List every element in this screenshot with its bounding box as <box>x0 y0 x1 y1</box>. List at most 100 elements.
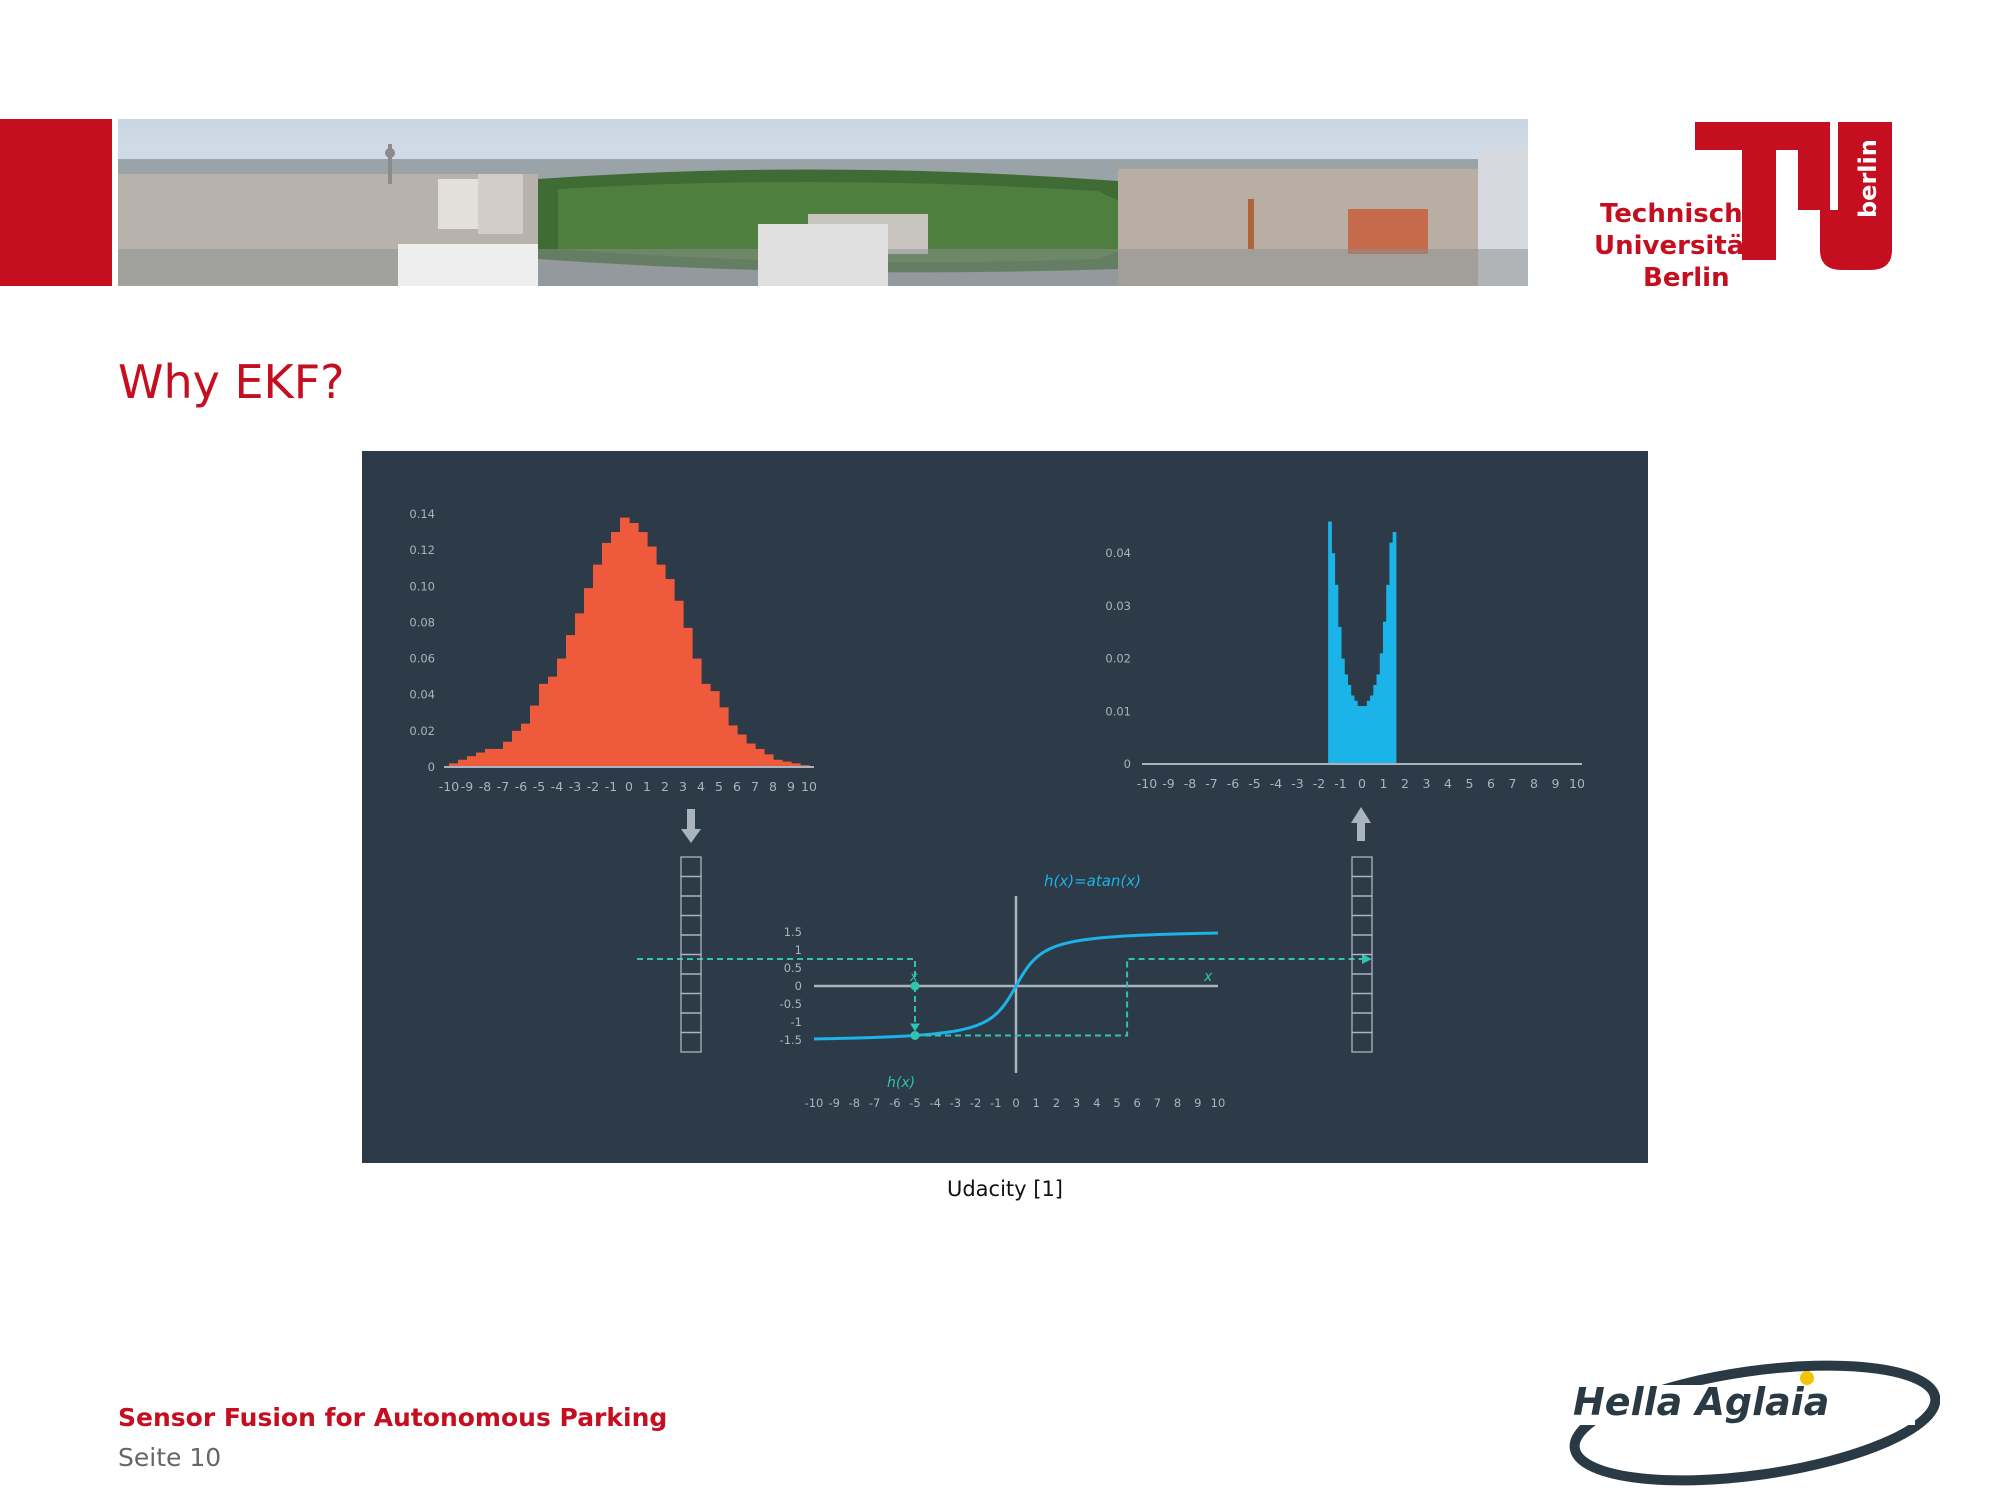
footer-title: Sensor Fusion for Autonomous Parking <box>118 1403 668 1432</box>
output-histogram-bar <box>1376 674 1381 764</box>
function-x-tick: -2 <box>970 1096 981 1110</box>
function-x-tick: 8 <box>1174 1096 1181 1110</box>
output-histogram-bar <box>1341 658 1345 764</box>
output-histogram-x-tick: 9 <box>1552 776 1560 791</box>
input-histogram-x-tick: -9 <box>461 779 474 794</box>
input-histogram-y-tick: 0.14 <box>409 507 435 521</box>
input-histogram-x-tick: 5 <box>715 779 723 794</box>
input-histogram-bar <box>611 532 621 767</box>
input-histogram-bar <box>458 759 468 767</box>
input-histogram-bar <box>629 523 639 767</box>
output-histogram-bar <box>1353 700 1358 764</box>
output-histogram-x-tick: 5 <box>1466 776 1474 791</box>
input-histogram-x-tick: 9 <box>787 779 795 794</box>
input-histogram-bar <box>683 627 693 767</box>
hella-aglaia-logo: Hella Aglaia <box>1555 1345 1941 1490</box>
output-histogram-bar <box>1379 653 1384 764</box>
input-histogram-x-tick: -7 <box>497 779 509 794</box>
function-x-tick: -3 <box>950 1096 961 1110</box>
input-histogram-y-tick: 0.02 <box>409 724 435 738</box>
input-histogram-bar <box>485 748 495 767</box>
input-histogram-y-tick: 0 <box>428 760 435 774</box>
function-x-tick: -1 <box>990 1096 1001 1110</box>
input-histogram-bar <box>512 730 522 767</box>
output-histogram-x-tick: 8 <box>1530 776 1538 791</box>
output-vector-cell <box>1351 973 1373 995</box>
input-histogram-x-tick: 1 <box>643 779 651 794</box>
output-histogram-bar <box>1344 674 1348 764</box>
input-histogram-bar <box>692 658 702 767</box>
input-vector-cell <box>680 875 702 897</box>
hella-logo-text: Hella Aglaia <box>1573 1380 1829 1424</box>
input-histogram-y-tick: 0.06 <box>409 652 435 666</box>
output-histogram-bar <box>1347 684 1352 764</box>
function-x-tick: 3 <box>1073 1096 1080 1110</box>
input-histogram-bar <box>476 752 486 767</box>
output-histogram-x-tick: 6 <box>1487 776 1495 791</box>
input-histogram-x-tick: 0 <box>625 779 633 794</box>
function-x-tick: -5 <box>909 1096 920 1110</box>
tu-logo-line2: Universität <box>1594 231 1757 261</box>
output-histogram-bar <box>1386 584 1390 764</box>
input-histogram-bar <box>530 705 540 767</box>
ekf-diagram-svg: -10 -9 -8 -7 -6 -5 -4 -3 -2 -1 0 1 2 3 4 5 6 7 8 9 1000.020.… <box>409 507 1585 1110</box>
input-vector-cell <box>680 934 702 956</box>
input-vector-cell <box>680 895 702 917</box>
function-x-tick: -7 <box>869 1096 880 1110</box>
input-vector-cell <box>680 856 702 878</box>
output-histogram-bar <box>1363 706 1368 764</box>
output-histogram-x-tick: -4 <box>1270 776 1283 791</box>
output-histogram-x-tick: 4 <box>1444 776 1452 791</box>
input-histogram-x-tick: -1 <box>605 779 617 794</box>
footer-page-number: Seite 10 <box>118 1443 222 1472</box>
output-histogram-x-tick: 3 <box>1423 776 1431 791</box>
input-histogram-bar <box>584 588 594 767</box>
function-y-tick: 1.5 <box>784 925 802 939</box>
input-histogram-bar <box>638 532 648 767</box>
function-x-tick: -10 <box>805 1096 824 1110</box>
up-arrow-head <box>1351 807 1371 823</box>
output-histogram-x-tick: -7 <box>1205 776 1217 791</box>
header-red-block <box>0 119 112 286</box>
hella-logo-dot <box>1800 1371 1814 1385</box>
output-histogram-bar <box>1350 695 1355 764</box>
function-y-tick: 1 <box>795 943 802 957</box>
output-vector-cell <box>1351 895 1373 917</box>
output-histogram-x-tick: -6 <box>1227 776 1240 791</box>
input-histogram-bar <box>647 546 657 767</box>
berlin-panorama-banner <box>118 119 1528 286</box>
input-histogram-bar <box>701 683 711 767</box>
sample-vectors <box>680 856 1373 1053</box>
hx-label: h(x) <box>887 1075 915 1091</box>
input-histogram-x-tick: -6 <box>515 779 528 794</box>
function-y-tick: -0.5 <box>780 997 802 1011</box>
slide-title: Why EKF? <box>118 355 345 409</box>
function-y-tick: -1.5 <box>780 1033 802 1047</box>
function-x-tick: -4 <box>929 1096 940 1110</box>
input-histogram-bar <box>746 743 756 767</box>
output-histogram-x-tick: 0 <box>1358 776 1366 791</box>
output-histogram-bar <box>1382 621 1387 764</box>
tu-logo-mark <box>1695 122 1830 260</box>
input-histogram-bar <box>593 564 603 767</box>
output-histogram-x-tick: 7 <box>1509 776 1517 791</box>
function-x-tick: 7 <box>1154 1096 1161 1110</box>
input-vector-cell <box>680 973 702 995</box>
output-histogram-bar <box>1389 542 1394 764</box>
input-histogram-x-tick: 3 <box>679 779 687 794</box>
output-histogram-bar <box>1357 706 1361 764</box>
function-x-tick: 9 <box>1194 1096 1201 1110</box>
input-histogram-bar <box>575 613 585 767</box>
output-histogram-bar <box>1373 684 1378 764</box>
input-histogram-bar <box>728 725 738 767</box>
input-histogram-bar <box>791 763 801 767</box>
hella-logo-swoosh <box>1569 1360 1941 1486</box>
function-x-tick: 4 <box>1093 1096 1100 1110</box>
input-histogram-bar <box>539 683 549 767</box>
output-histogram-bar <box>1337 626 1342 764</box>
output-vector-cell <box>1351 1031 1373 1053</box>
function-x-tick: -8 <box>849 1096 860 1110</box>
input-histogram-bar <box>521 723 531 767</box>
output-histogram-y-tick: 0 <box>1124 757 1131 771</box>
output-histogram-y-tick: 0.02 <box>1105 652 1131 666</box>
